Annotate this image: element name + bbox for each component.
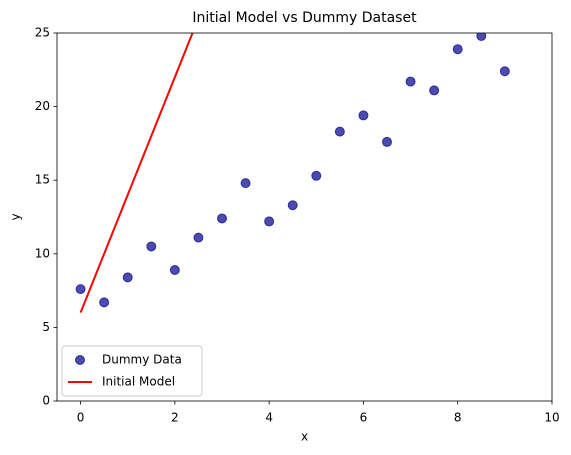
y-tick-label: 15 (35, 173, 50, 187)
axes-frame (56, 32, 553, 402)
y-tick-label: 10 (35, 246, 50, 260)
chart-title: Initial Model vs Dummy Dataset (192, 10, 417, 26)
model-line (79, 33, 194, 314)
x-tick-label: 2 (171, 411, 179, 425)
scatter-point (358, 110, 369, 121)
y-tick-label: 20 (35, 99, 50, 113)
scatter-point (499, 66, 510, 77)
x-tick-label: 8 (454, 411, 462, 425)
scatter-point (146, 241, 157, 252)
scatter-point (75, 284, 86, 295)
scatter-point (311, 170, 322, 181)
scatter-point (405, 76, 416, 87)
scatter-point (382, 136, 392, 147)
legend-marker (75, 355, 85, 365)
x-axis-label: x (301, 430, 308, 444)
legend-label: Dummy Data (102, 353, 182, 367)
scatter-point (217, 213, 227, 224)
scatter-point (429, 85, 440, 96)
legend-label: Initial Model (102, 375, 175, 389)
scatter-point (334, 126, 345, 137)
x-tick-label: 10 (544, 411, 559, 425)
legend-box (61, 345, 203, 397)
scatter-point (193, 232, 204, 243)
y-axis-label: y (9, 213, 23, 220)
scatter-point (169, 264, 180, 275)
x-tick-label: 0 (77, 411, 85, 425)
plot-area (75, 33, 510, 314)
scatter-point (264, 216, 275, 227)
y-tick-label: 0 (42, 394, 50, 408)
y-tick-label: 5 (42, 320, 50, 334)
scatter-point (99, 297, 110, 308)
scatter-point (476, 33, 487, 41)
scatter-point (240, 178, 251, 189)
x-tick-label: 4 (265, 411, 273, 425)
scatter-point (122, 272, 133, 283)
y-tick-label: 25 (35, 26, 50, 40)
scatter-point (287, 200, 298, 211)
x-tick-label: 6 (360, 411, 368, 425)
scatter-point (452, 44, 463, 55)
